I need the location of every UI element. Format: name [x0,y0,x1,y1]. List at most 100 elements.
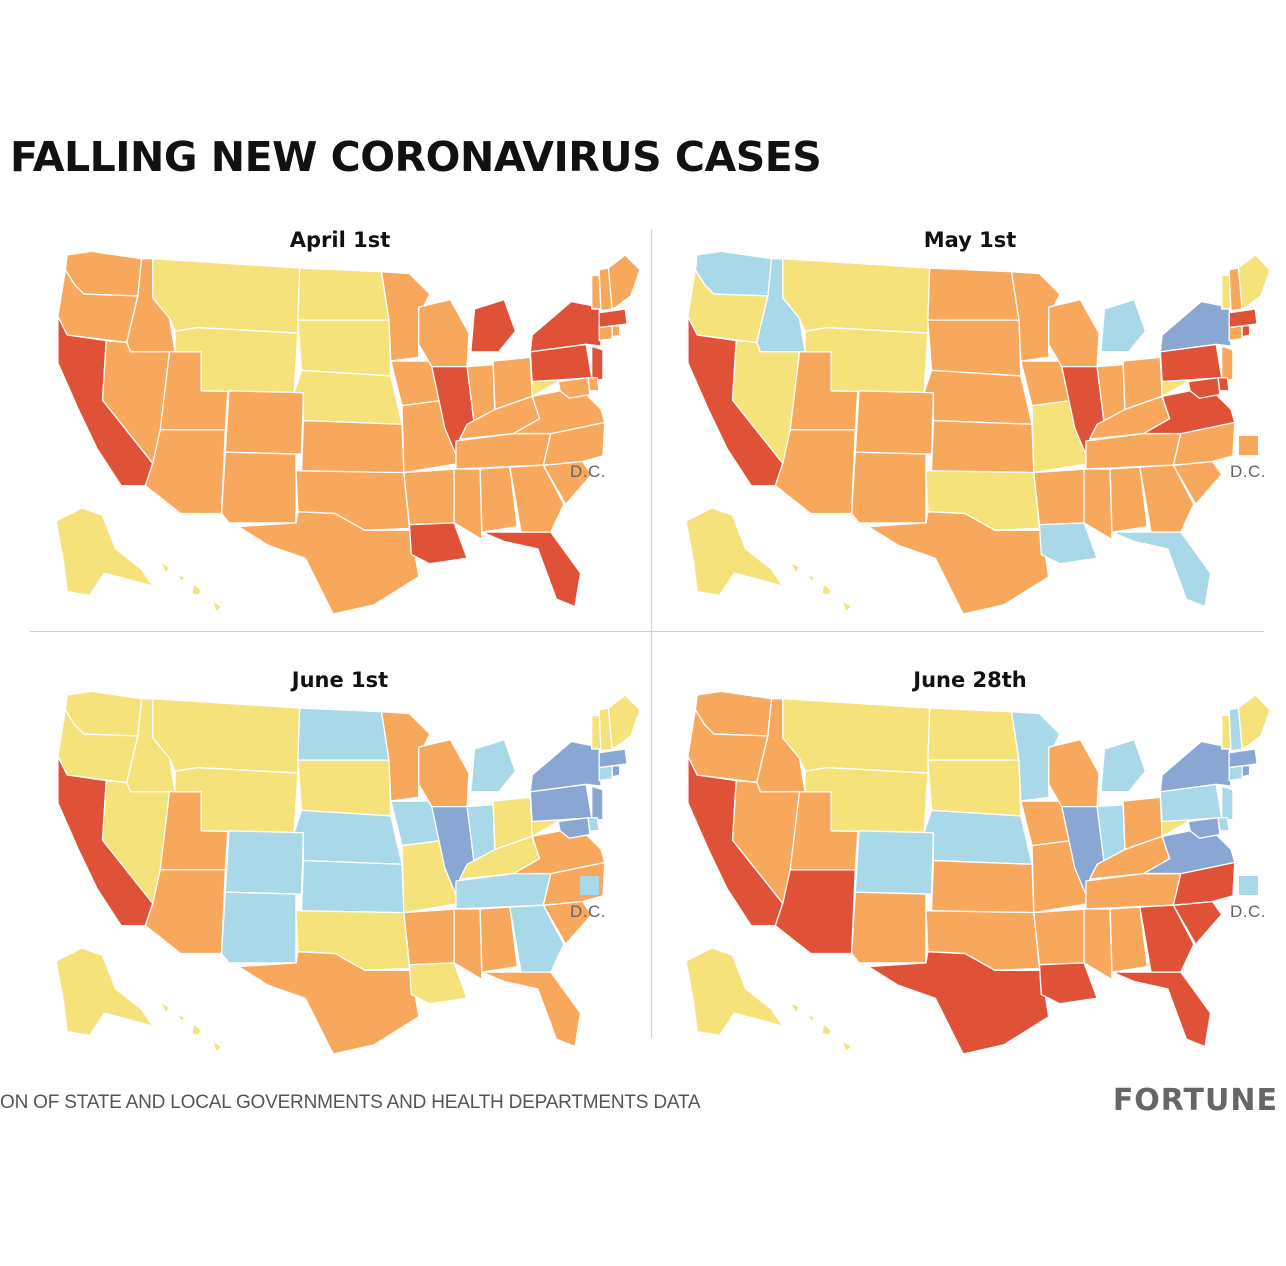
state-georgia [1139,904,1195,973]
state-montana [782,258,931,334]
state-maine [607,694,641,750]
state-north-dakota [927,267,1020,321]
dc-swatch [580,436,599,455]
state-new-jersey [1221,785,1234,821]
state-hawaii [821,583,832,597]
map-panel-may-1: May 1st D.C. [660,228,1280,628]
state-tennessee [455,872,552,910]
state-louisiana [1038,962,1098,1005]
state-kansas [300,859,405,914]
state-new-york [529,740,602,793]
state-south-dakota [927,759,1022,817]
state-louisiana [408,962,468,1005]
state-florida [1111,531,1212,608]
state-rhode-island [1241,765,1251,778]
state-colorado [224,390,305,455]
state-maine [1237,694,1271,750]
state-hawaii [211,1040,223,1053]
state-north-dakota [297,707,390,761]
state-florida [1111,971,1212,1048]
state-massachusetts [598,748,628,769]
dc-swatch [1239,436,1258,455]
state-new-york [529,300,602,353]
state-new-mexico [850,451,927,524]
state-maryland [1187,817,1221,839]
map-panel-april-1: April 1st D.C. [30,228,650,628]
state-new-mexico [220,451,297,524]
state-hawaii [176,574,186,584]
dc-swatch [1239,876,1258,895]
state-tennessee [1085,872,1182,910]
state-hawaii [176,1014,186,1024]
state-louisiana [1038,522,1098,565]
dc-label: D.C. [570,902,606,921]
map-title: June 1st [291,668,389,692]
state-hawaii [806,574,816,584]
state-michigan [470,739,517,793]
state-wyoming [174,766,299,834]
state-colorado [224,830,305,895]
state-mississippi [1083,908,1113,981]
state-hawaii [159,1001,171,1014]
state-wyoming [804,766,929,834]
state-texas [867,951,1050,1055]
state-new-york [1159,740,1232,793]
state-louisiana [408,522,468,565]
vertical-divider [651,230,652,1038]
state-alaska [685,947,784,1037]
state-hawaii [806,1014,816,1024]
dc-label: D.C. [1230,902,1266,921]
dc-swatch [580,876,599,895]
state-alabama [479,466,518,533]
state-nebraska [923,809,1033,865]
state-texas [237,951,420,1055]
state-wyoming [804,326,929,394]
state-michigan [470,299,517,353]
state-new-mexico [220,891,297,964]
map-title: April 1st [289,228,391,252]
state-montana [152,258,301,334]
state-alaska [685,507,784,597]
dc-label: D.C. [1230,462,1266,481]
state-mississippi [453,468,483,541]
state-florida [481,531,582,608]
state-kansas [300,419,405,474]
state-florida [481,971,582,1048]
state-arkansas [403,908,457,966]
state-south-dakota [297,319,392,377]
state-maryland [557,817,591,839]
state-rhode-island [611,325,621,338]
state-alabama [479,906,518,973]
state-alaska [55,507,154,597]
state-alabama [1109,906,1148,973]
state-maryland [1187,377,1221,399]
state-hawaii [841,1040,853,1053]
us-map [55,250,641,615]
state-hawaii [159,561,171,574]
state-south-dakota [927,319,1022,377]
state-hawaii [789,1001,801,1014]
state-michigan [1100,739,1147,793]
state-georgia [509,464,565,533]
state-arkansas [1033,468,1087,526]
state-new-york [1159,300,1232,353]
state-rhode-island [1241,325,1251,338]
state-massachusetts [1228,308,1258,329]
state-montana [152,698,301,774]
state-alaska [55,947,154,1037]
map-panel-june-28: June 28th D.C. [660,668,1280,1068]
state-hawaii [821,1023,832,1037]
state-mississippi [1083,468,1113,541]
state-colorado [854,390,935,455]
state-maine [1237,254,1271,310]
map-title: June 28th [913,668,1027,692]
state-colorado [854,830,935,895]
state-north-dakota [297,267,390,321]
state-new-jersey [591,785,604,821]
state-hawaii [841,600,853,613]
state-georgia [509,904,565,973]
state-montana [782,698,931,774]
state-hawaii [191,1023,202,1037]
state-kansas [930,419,1035,474]
horizontal-divider [30,631,1264,632]
